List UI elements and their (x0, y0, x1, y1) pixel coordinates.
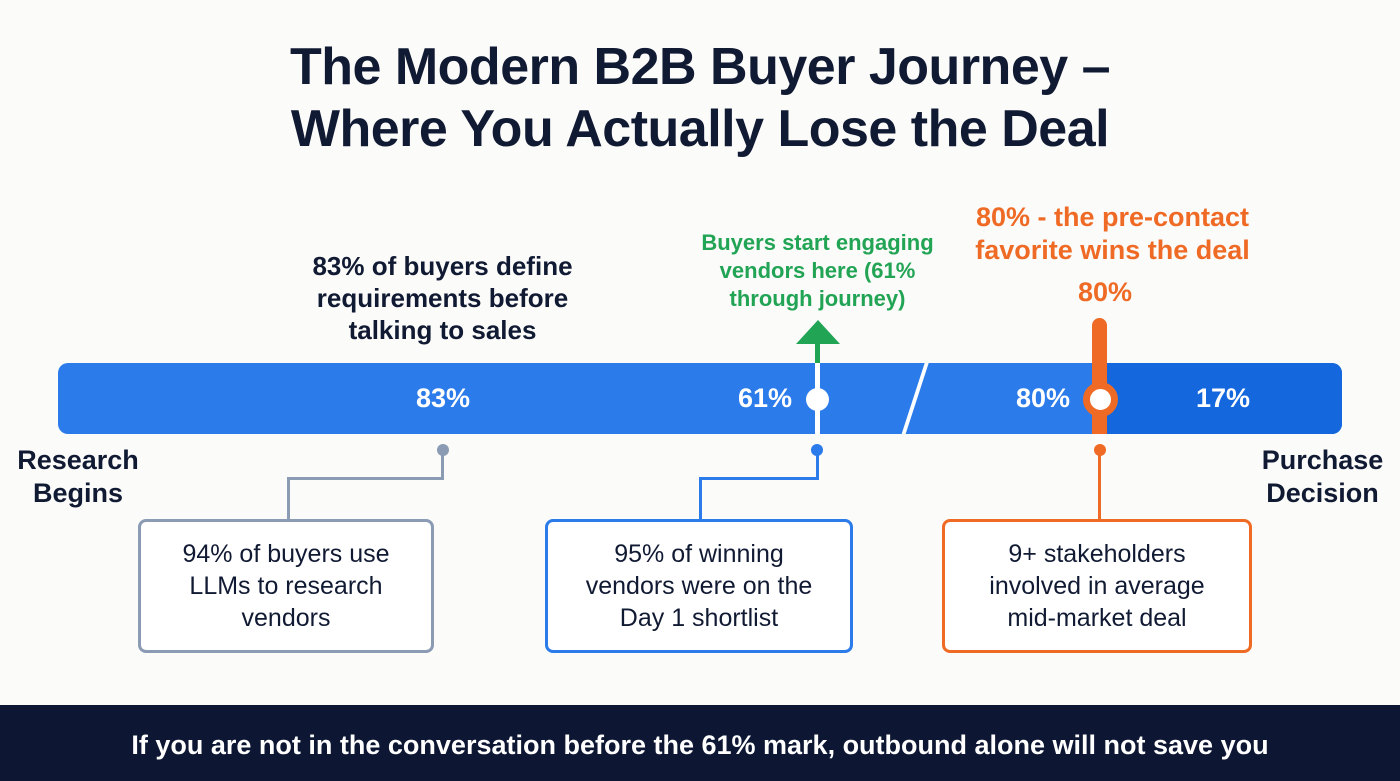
bar-label-61: 61% (737, 383, 793, 413)
page-title: The Modern B2B Buyer Journey – Where You… (0, 36, 1400, 160)
title-line-2: Where You Actually Lose the Deal (290, 100, 1110, 158)
footer-text: If you are not in the conversation befor… (131, 730, 1269, 760)
endpoint-line: Begins (32, 478, 124, 508)
connector-line (1098, 454, 1101, 521)
box-line: Day 1 shortlist (619, 604, 779, 632)
connector-line (441, 454, 444, 479)
connector-dot-blue (811, 444, 823, 456)
connector-line (287, 477, 444, 480)
stat-box-shortlist: 95% of winning vendors were on the Day 1… (545, 519, 853, 653)
connector-line (699, 477, 819, 480)
bar-label-83: 83% (415, 383, 471, 413)
callout-line: 80% - the pre-contact (975, 202, 1250, 232)
endpoint-start: Research Begins (8, 444, 148, 510)
callout-line: through journey) (729, 286, 906, 311)
endpoint-line: Decision (1266, 478, 1379, 508)
connector-dot-gray (437, 444, 449, 456)
callout-line: vendors here (61% (719, 258, 916, 283)
box-line: 95% of winning (614, 540, 784, 568)
arrow-stem (815, 340, 820, 364)
favorite-marker-label: 80% (1077, 277, 1133, 307)
callout-line: talking to sales (348, 315, 537, 345)
bar-label-80: 80% (1015, 383, 1071, 413)
box-line: vendors (241, 604, 331, 632)
bar-break-slash (899, 363, 931, 434)
box-line: 9+ stakeholders (1008, 540, 1186, 568)
marker-80-ring-icon (1083, 382, 1118, 417)
marker-61-dot (806, 388, 829, 411)
box-line: vendors were on the (585, 572, 813, 600)
callout-line: favorite wins the deal (975, 235, 1250, 265)
stat-box-llm: 94% of buyers use LLMs to research vendo… (138, 519, 434, 653)
connector-line (699, 477, 702, 521)
connector-line (816, 454, 819, 479)
endpoint-line: Research (17, 445, 139, 475)
endpoint-end: Purchase Decision (1250, 444, 1395, 510)
requirements-callout: 83% of buyers define requirements before… (270, 250, 615, 346)
footer-banner: If you are not in the conversation befor… (0, 705, 1400, 781)
callout-line: Buyers start engaging (701, 230, 934, 255)
stat-box-stakeholders: 9+ stakeholders involved in average mid-… (942, 519, 1252, 653)
engagement-callout: Buyers start engaging vendors here (61% … (680, 229, 955, 313)
bar-label-17: 17% (1195, 383, 1251, 413)
box-line: involved in average (989, 572, 1205, 600)
box-line: LLMs to research (189, 572, 383, 600)
final-segment (1098, 363, 1342, 434)
box-line: mid-market deal (1007, 604, 1187, 632)
callout-line: requirements before (316, 283, 569, 313)
endpoint-line: Purchase (1261, 445, 1384, 475)
journey-bar: 83% 61% 80% 17% (58, 363, 1342, 434)
connector-line (287, 477, 290, 521)
callout-line: 83% of buyers define (312, 251, 573, 281)
title-line-1: The Modern B2B Buyer Journey – (289, 38, 1111, 96)
connector-dot-orange (1094, 444, 1106, 456)
box-line: 94% of buyers use (182, 540, 390, 568)
favorite-callout: 80% - the pre-contact favorite wins the … (935, 201, 1290, 267)
